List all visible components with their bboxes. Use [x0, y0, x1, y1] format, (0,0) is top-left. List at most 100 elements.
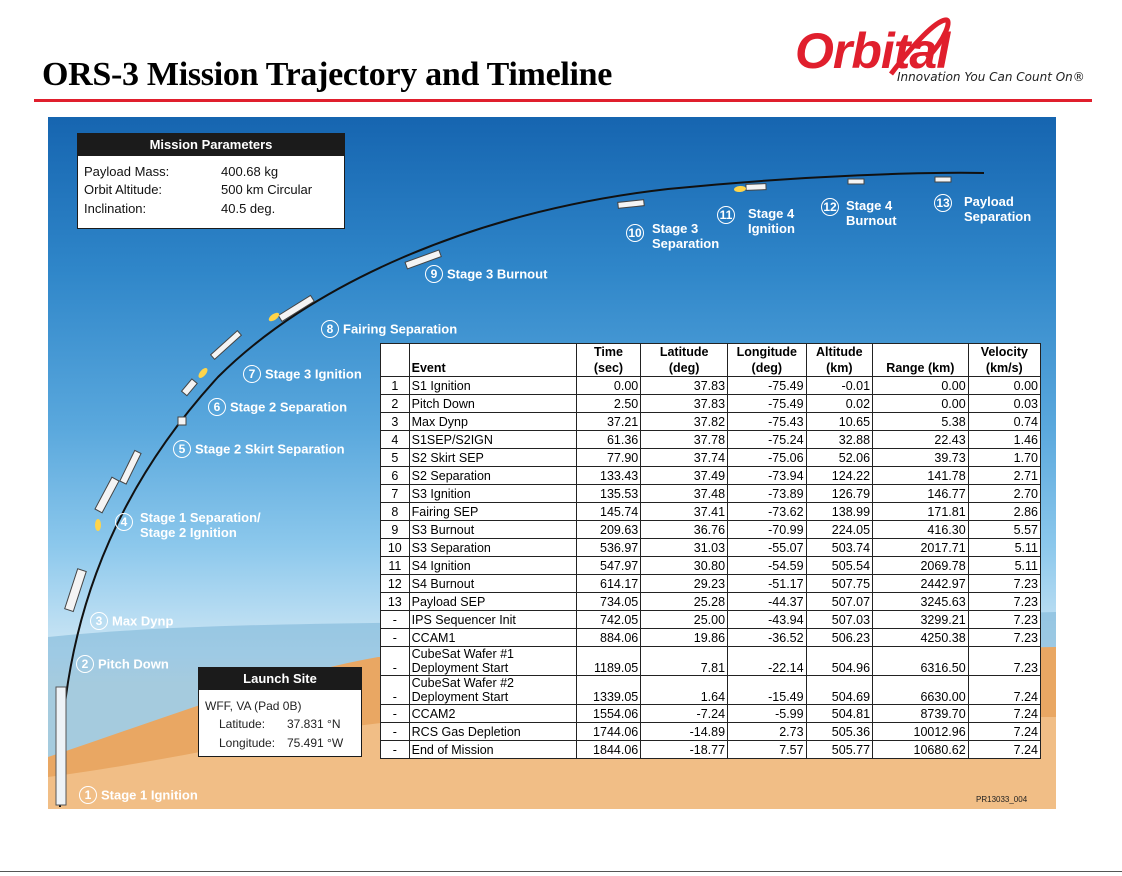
orbit-altitude-label: Orbit Altitude:	[84, 182, 163, 197]
table-cell-time: 133.43	[575, 466, 642, 485]
table-cell-alt: 10.65	[805, 412, 874, 431]
payload-mass-value: 400.68 kg	[221, 164, 279, 179]
table-cell-lon: -44.37	[727, 592, 807, 611]
table-cell-event: IPS Sequencer Init	[408, 610, 577, 629]
event-number-badge: 12	[821, 198, 839, 216]
table-cell-n: 8	[380, 502, 410, 521]
launch-site-name: WFF, VA (Pad 0B)	[205, 699, 302, 713]
table-cell-n: 1	[380, 376, 410, 395]
table-cell-lat: 19.86	[640, 628, 729, 647]
event-label-2: 2 Pitch Down	[76, 655, 169, 673]
table-row: - CCAM1 884.06 19.86 -36.52 506.23 4250.38 7.23	[380, 628, 1042, 647]
event-label-12: 12 Stage 4 Burnout	[821, 198, 897, 228]
table-cell-range: 0.00	[872, 376, 969, 395]
table-cell-alt: 0.02	[805, 394, 874, 413]
table-cell-lon: -55.07	[727, 538, 807, 557]
trajectory-arc	[58, 171, 985, 808]
table-cell-lon: -70.99	[727, 520, 807, 539]
table-cell-alt: 124.22	[805, 466, 874, 485]
table-cell-alt: -0.01	[805, 376, 874, 395]
table-cell-vel: 5.11	[967, 556, 1042, 575]
table-cell-range: 6316.50	[872, 646, 969, 676]
table-cell-range: 10680.62	[872, 740, 969, 759]
table-row: 10 S3 Separation 536.97 31.03 -55.07 503.74 20…	[380, 538, 1042, 557]
stage4-ignition-icon	[745, 183, 767, 191]
table-cell-lat: 7.81	[640, 646, 729, 676]
table-cell-event: S1SEP/S2IGN	[408, 430, 577, 449]
table-cell-lon: -75.06	[727, 448, 807, 467]
table-cell-alt: 505.54	[805, 556, 874, 575]
table-cell-vel: 1.70	[967, 448, 1042, 467]
stage2-icon	[119, 449, 142, 485]
table-cell-lon: -22.14	[727, 646, 807, 676]
event-label-7: 7 Stage 3 Ignition	[243, 365, 362, 383]
table-cell-vel: 7.23	[967, 628, 1042, 647]
table-cell-lat: 37.74	[640, 448, 729, 467]
table-cell-alt: 505.36	[805, 722, 874, 741]
table-cell-alt: 504.96	[805, 646, 874, 676]
table-cell-alt: 506.23	[805, 628, 874, 647]
table-cell-time: 0.00	[575, 376, 642, 395]
table-cell-event: S4 Ignition	[408, 556, 577, 575]
table-cell-vel: 1.46	[967, 430, 1042, 449]
table-cell-alt: 507.75	[805, 574, 874, 593]
payload-mass-label: Payload Mass:	[84, 164, 170, 179]
table-cell-range: 8739.70	[872, 704, 969, 723]
table-cell-vel: 0.03	[967, 394, 1042, 413]
event-number-badge: 8	[321, 320, 339, 338]
table-cell-event: CCAM1	[408, 628, 577, 647]
table-cell-range: 4250.38	[872, 628, 969, 647]
table-cell-n: 2	[380, 394, 410, 413]
table-cell-range: 3245.63	[872, 592, 969, 611]
table-cell-event: Max Dynp	[408, 412, 577, 431]
inclination-value: 40.5 deg.	[221, 201, 276, 216]
table-cell-lon: 2.73	[727, 722, 807, 741]
table-cell-range: 416.30	[872, 520, 969, 539]
event-label-3: 3 Max Dynp	[90, 612, 173, 630]
table-cell-range: 22.43	[872, 430, 969, 449]
event-number-badge: 11	[717, 206, 735, 224]
table-cell-time: 145.74	[575, 502, 642, 521]
bottom-divider	[0, 871, 1122, 872]
stage3-sep-icon	[617, 199, 645, 209]
table-cell-event: CubeSat Wafer #2 Deployment Start	[408, 675, 577, 705]
table-cell-lat: 29.23	[640, 574, 729, 593]
table-row: - CCAM2 1554.06 -7.24 -5.99 504.81 8739.70 7.24	[380, 704, 1042, 723]
table-cell-vel: 5.11	[967, 538, 1042, 557]
table-cell-n: -	[380, 704, 410, 723]
table-cell-lon: -75.43	[727, 412, 807, 431]
table-cell-alt: 224.05	[805, 520, 874, 539]
table-row: 7 S3 Ignition 135.53 37.48 -73.89 126.79 146.7…	[380, 484, 1042, 503]
table-cell-n: 9	[380, 520, 410, 539]
table-cell-time: 742.05	[575, 610, 642, 629]
table-row: 1 S1 Ignition 0.00 37.83 -75.49 -0.01 0.00 0.00	[380, 376, 1042, 395]
table-row: 13 Payload SEP 734.05 25.28 -44.37 507.07 3245…	[380, 592, 1042, 611]
table-cell-time: 884.06	[575, 628, 642, 647]
page-title: ORS-3 Mission Trajectory and Timeline	[42, 56, 613, 93]
table-cell-lon: -73.94	[727, 466, 807, 485]
table-cell-time: 734.05	[575, 592, 642, 611]
event-label-10: 10 Stage 3 Separation	[626, 221, 719, 251]
event-number-badge: 4	[115, 513, 133, 531]
table-cell-lat: 25.00	[640, 610, 729, 629]
table-row: 5 S2 Skirt SEP 77.90 37.74 -75.06 52.06 39.73 1…	[380, 448, 1042, 467]
table-cell-n: 6	[380, 466, 410, 485]
event-number-badge: 10	[626, 224, 644, 242]
table-cell-event: Payload SEP	[408, 592, 577, 611]
table-cell-lon: -75.49	[727, 376, 807, 395]
table-cell-vel: 7.23	[967, 610, 1042, 629]
table-cell-range: 2017.71	[872, 538, 969, 557]
table-cell-lat: -7.24	[640, 704, 729, 723]
table-cell-range: 141.78	[872, 466, 969, 485]
header-latitude: Latitude (deg)	[640, 343, 729, 377]
table-cell-vel: 7.24	[967, 722, 1042, 741]
table-row: 11 S4 Ignition 547.97 30.80 -54.59 505.54 2069…	[380, 556, 1042, 575]
table-cell-time: 1339.05	[575, 675, 642, 705]
table-row: 4 S1SEP/S2IGN 61.36 37.78 -75.24 32.88 22.43 1.…	[380, 430, 1042, 449]
orbit-swoosh-icon	[889, 17, 951, 76]
table-cell-alt: 126.79	[805, 484, 874, 503]
flame-icon	[734, 185, 746, 193]
table-cell-range: 5.38	[872, 412, 969, 431]
table-cell-vel: 2.70	[967, 484, 1042, 503]
table-cell-event: S2 Skirt SEP	[408, 448, 577, 467]
